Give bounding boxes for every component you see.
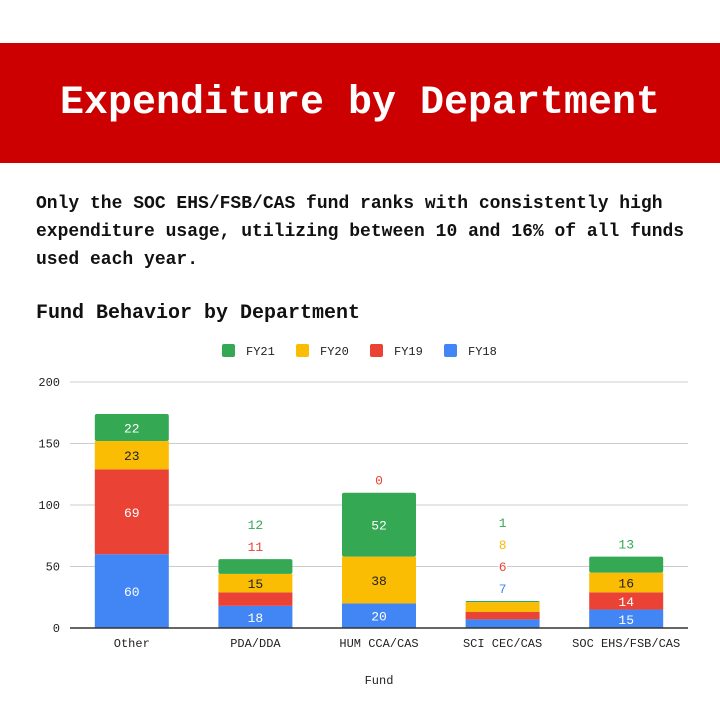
data-label: 15 [248,577,264,592]
bar-segment-fy20 [94,441,169,470]
y-tick-label: 200 [38,376,60,390]
bar-segment-fy19 [465,612,540,620]
legend-swatch-fy21 [222,344,235,357]
legend-swatch-fy19 [370,344,383,357]
legend-label-fy20: FY20 [320,345,349,359]
page-title: Expenditure by Department [59,80,661,126]
data-label: 69 [124,506,140,521]
data-label: 6 [499,560,507,575]
data-label: 60 [124,585,140,600]
y-tick-label: 150 [38,438,60,452]
legend-swatch-fy20 [296,344,309,357]
bar-segment-fy18 [342,603,416,628]
bar-segment-fy18 [94,554,169,628]
x-tick-label: SOC EHS/FSB/CAS [572,637,680,651]
bar-segment-fy20 [218,573,293,593]
data-label: 20 [371,610,387,625]
bar-segment-fy19 [589,592,664,610]
bar-segment-fy18 [589,609,664,628]
data-label: 1 [499,516,507,531]
data-label: 15 [618,613,634,628]
bar-segment-fy20 [589,572,664,593]
data-label: 18 [248,611,264,626]
y-tick-label: 100 [38,499,60,513]
legend-swatch-fy18 [444,344,457,357]
data-label: 16 [618,576,634,591]
data-label: 8 [499,538,507,553]
y-tick-label: 50 [46,561,60,575]
summary-text: Only the SOC EHS/FSB/CAS fund ranks with… [36,194,685,270]
data-label: 12 [248,518,264,533]
x-tick-label: SCI CEC/CAS [463,637,542,651]
legend-label-fy18: FY18 [468,345,497,359]
bar-segment-fy18 [218,605,293,628]
data-label: 13 [618,538,634,553]
title-banner: Expenditure by Department [0,43,720,163]
bar-segment-fy20 [342,556,416,604]
x-tick-label: PDA/DDA [230,637,281,651]
bar-segment-fy21 [218,559,293,574]
chart-title: Fund Behavior by Department [36,302,361,325]
data-label: 0 [375,474,383,489]
data-label: 14 [618,595,634,610]
data-label: 7 [499,582,507,597]
legend-label-fy19: FY19 [394,345,423,359]
data-label: 22 [124,422,140,437]
bar-segment-fy21 [589,556,664,573]
x-tick-label: HUM CCA/CAS [339,637,418,651]
bar-segment-fy21 [342,492,416,557]
legend-label-fy21: FY21 [246,345,275,359]
bar-segment-fy21 [94,413,169,442]
bar-segment-fy21 [465,600,540,603]
data-label: 38 [371,574,387,589]
data-label: 11 [248,540,264,555]
bar-segment-fy18 [465,619,540,628]
bar-segment-fy19 [94,469,169,555]
bar-segment-fy20 [465,602,540,613]
data-label: 52 [371,519,387,534]
y-tick-label: 0 [53,622,60,636]
x-tick-label: Other [114,637,150,651]
x-axis-title: Fund [365,674,394,688]
bar-segment-fy19 [218,592,293,606]
data-label: 23 [124,449,140,464]
